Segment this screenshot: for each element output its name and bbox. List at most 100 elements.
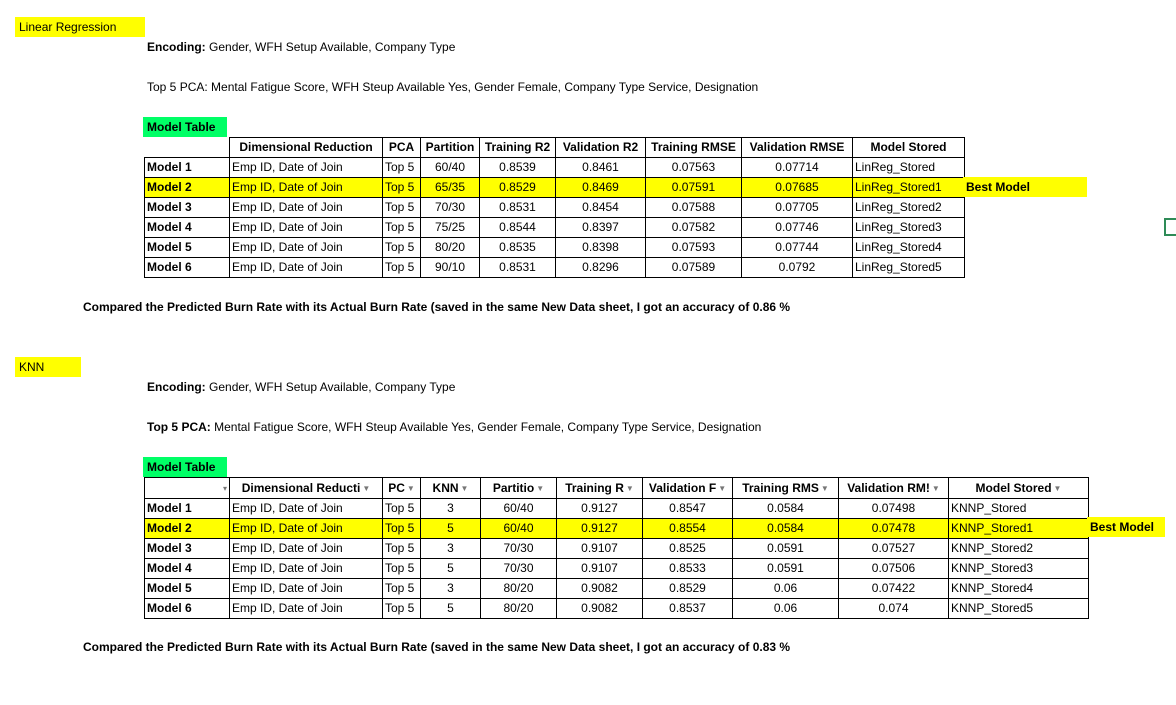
table-cell[interactable]: 0.9127 — [556, 518, 643, 539]
table-cell[interactable]: LinReg_Stored4 — [852, 237, 965, 258]
table-cell[interactable]: 0.07582 — [645, 217, 742, 238]
table-cell[interactable]: 0.9127 — [556, 498, 643, 519]
table-cell[interactable]: 60/40 — [480, 518, 557, 539]
header-cell[interactable]: PC ▼ — [382, 477, 421, 499]
table-cell[interactable]: 0.8529 — [479, 177, 556, 198]
table-cell[interactable]: 0.8525 — [642, 538, 733, 559]
header-cell[interactable]: Dimensional Reduction — [229, 137, 383, 158]
table-cell[interactable]: 0.8397 — [555, 217, 646, 238]
table-cell[interactable]: 0.8539 — [479, 157, 556, 178]
table-cell[interactable]: 0.8454 — [555, 197, 646, 218]
table-cell[interactable]: 0.07527 — [838, 538, 949, 559]
row-label[interactable]: Model 4 — [144, 558, 230, 579]
table-cell[interactable]: KNNP_Stored3 — [948, 558, 1089, 579]
table-cell[interactable]: 5 — [420, 598, 481, 619]
header-cell[interactable]: Training R2 — [479, 137, 556, 158]
filter-dropdown-icon[interactable]: ▼ — [460, 483, 469, 493]
table-cell[interactable]: Top 5 — [382, 257, 421, 278]
table-cell[interactable]: Emp ID, Date of Join — [229, 498, 383, 519]
filter-dropdown-icon[interactable]: ▼ — [625, 483, 634, 493]
table-cell[interactable]: 0.0584 — [732, 498, 839, 519]
table-cell[interactable]: Top 5 — [382, 578, 421, 599]
row-label[interactable]: Model 1 — [144, 157, 230, 178]
table-cell[interactable]: 0.07593 — [645, 237, 742, 258]
table-cell[interactable]: 60/40 — [420, 157, 480, 178]
header-cell[interactable]: Training R ▼ — [556, 477, 643, 499]
table-cell[interactable]: 0.8533 — [642, 558, 733, 579]
table-cell[interactable]: KNNP_Stored5 — [948, 598, 1089, 619]
table-cell[interactable]: 0.07591 — [645, 177, 742, 198]
table-cell[interactable]: 80/20 — [480, 578, 557, 599]
table-cell[interactable]: 0.8531 — [479, 197, 556, 218]
filter-dropdown-icon[interactable]: ▼ — [536, 483, 545, 493]
table-cell[interactable]: 80/20 — [480, 598, 557, 619]
table-cell[interactable]: 0.8461 — [555, 157, 646, 178]
header-cell[interactable]: Dimensional Reducti ▼ — [229, 477, 383, 499]
row-label[interactable]: Model 2 — [144, 177, 230, 198]
table-cell[interactable]: 3 — [420, 578, 481, 599]
filter-dropdown-icon[interactable]: ▼ — [406, 483, 415, 493]
table-cell[interactable]: 70/30 — [480, 538, 557, 559]
row-label[interactable]: Model 4 — [144, 217, 230, 238]
header-cell[interactable]: Model Stored — [852, 137, 965, 158]
header-cell[interactable]: Validation RM! ▼ — [838, 477, 949, 499]
table-cell[interactable]: Top 5 — [382, 518, 421, 539]
table-cell[interactable]: Top 5 — [382, 197, 421, 218]
row-label[interactable]: Model 6 — [144, 257, 230, 278]
filter-dropdown-icon[interactable]: ▼ — [1053, 483, 1062, 493]
table-cell[interactable]: 90/10 — [420, 257, 480, 278]
row-label[interactable]: Model 3 — [144, 538, 230, 559]
table-cell[interactable]: 0.07685 — [741, 177, 853, 198]
table-cell[interactable]: 65/35 — [420, 177, 480, 198]
table-cell[interactable]: Top 5 — [382, 498, 421, 519]
row-label[interactable]: Model 5 — [144, 237, 230, 258]
header-cell[interactable]: Partitio ▼ — [480, 477, 557, 499]
active-cell-indicator[interactable] — [1164, 218, 1176, 236]
table-cell[interactable]: 0.07705 — [741, 197, 853, 218]
table-cell[interactable]: 3 — [420, 498, 481, 519]
row-label[interactable]: Model 5 — [144, 578, 230, 599]
header-cell[interactable]: Model Stored ▼ — [948, 477, 1089, 499]
table-cell[interactable]: 0.8547 — [642, 498, 733, 519]
header-cell[interactable]: Partition — [420, 137, 480, 158]
table-cell[interactable]: 0.07478 — [838, 518, 949, 539]
filter-dropdown-icon[interactable]: ▼ — [820, 483, 829, 493]
table-cell[interactable]: 0.07746 — [741, 217, 853, 238]
table-cell[interactable]: Emp ID, Date of Join — [229, 217, 383, 238]
row-label[interactable]: Model 2 — [144, 518, 230, 539]
table-cell[interactable]: Top 5 — [382, 237, 421, 258]
table-cell[interactable]: 0.9107 — [556, 558, 643, 579]
table-cell[interactable]: 0.9082 — [556, 598, 643, 619]
table-cell[interactable]: 0.07563 — [645, 157, 742, 178]
table-cell[interactable]: 0.8469 — [555, 177, 646, 198]
table-cell[interactable]: Top 5 — [382, 558, 421, 579]
table-cell[interactable]: KNNP_Stored4 — [948, 578, 1089, 599]
filter-dropdown-icon[interactable]: ▼ — [718, 483, 727, 493]
table-cell[interactable]: 0.07744 — [741, 237, 853, 258]
row-label[interactable]: Model 6 — [144, 598, 230, 619]
table-cell[interactable]: 0.8398 — [555, 237, 646, 258]
table-cell[interactable]: 80/20 — [420, 237, 480, 258]
table-cell[interactable]: KNNP_Stored — [948, 498, 1089, 519]
table-cell[interactable]: 0.0591 — [732, 558, 839, 579]
table-cell[interactable]: 70/30 — [480, 558, 557, 579]
sort-indicator-icon[interactable]: ▾ — [222, 484, 227, 493]
table-cell[interactable]: 0.9107 — [556, 538, 643, 559]
header-cell[interactable]: PCA — [382, 137, 421, 158]
header-cell[interactable]: Training RMSE — [645, 137, 742, 158]
table-cell[interactable]: LinReg_Stored — [852, 157, 965, 178]
table-cell[interactable]: Emp ID, Date of Join — [229, 237, 383, 258]
header-cell[interactable]: Training RMS ▼ — [732, 477, 839, 499]
table-cell[interactable]: Emp ID, Date of Join — [229, 518, 383, 539]
table-cell[interactable]: 0.07714 — [741, 157, 853, 178]
filter-dropdown-icon[interactable]: ▼ — [362, 483, 371, 493]
table-cell[interactable]: Emp ID, Date of Join — [229, 197, 383, 218]
table-cell[interactable]: 0.8535 — [479, 237, 556, 258]
table-cell[interactable]: 0.0591 — [732, 538, 839, 559]
row-label[interactable]: Model 3 — [144, 197, 230, 218]
table-cell[interactable]: Top 5 — [382, 217, 421, 238]
table-cell[interactable]: Top 5 — [382, 598, 421, 619]
header-cell[interactable]: Validation RMSE — [741, 137, 853, 158]
table-cell[interactable]: Emp ID, Date of Join — [229, 598, 383, 619]
table-cell[interactable]: 5 — [420, 518, 481, 539]
